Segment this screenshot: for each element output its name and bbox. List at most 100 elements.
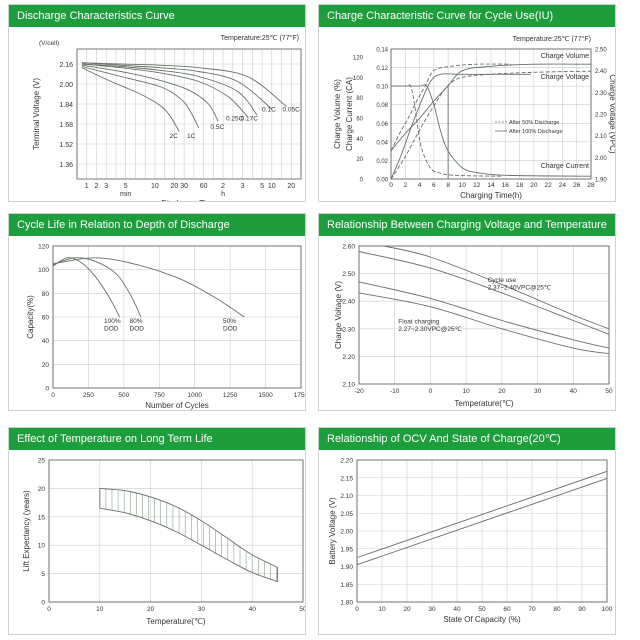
series-line [52, 257, 121, 318]
x-tick-label: 10 [151, 183, 159, 190]
band-upper [99, 487, 278, 568]
legend-entry: After 100% Discharge [509, 129, 563, 135]
y-tick-label: 2.60 [342, 244, 355, 251]
x-tick-label: 0 [389, 182, 393, 189]
voltage-tick-label: 2.20 [595, 113, 607, 119]
volume-tick-label: 40 [356, 137, 363, 143]
x-tick-label: 20 [170, 183, 178, 190]
panel-title: Relationship Between Charging Voltage an… [319, 214, 615, 236]
temp-life-chart: 0 10 20 30 40 50 0 5 10 15 20 25 Temperature(℃) Lift … [22, 458, 305, 627]
y-tick-label: 0 [41, 600, 45, 607]
y-axis-title: Capacity(%) [26, 295, 35, 339]
current-tick-label: 0.12 [376, 66, 388, 72]
series-line [358, 292, 610, 355]
volume-tick-label: 100 [353, 76, 364, 82]
x-tick-label: 16 [502, 182, 510, 189]
y-tick-label: 2.15 [340, 475, 353, 482]
y-tick-label: 120 [38, 244, 49, 251]
cycle-panel: Cycle Life in Relation to Depth of Disch… [8, 213, 306, 411]
x-tick-label: 8 [446, 182, 450, 189]
x-axis-title: Charging Time(h) [460, 191, 522, 200]
current-tick-label: 0.14 [376, 48, 388, 54]
discharge-panel: Discharge Characteristics Curve 1.36 1.52… [8, 4, 306, 202]
x-tick-label: 10 [268, 183, 276, 190]
x-tick-label: 30 [534, 388, 542, 395]
x-tick-label: 60 [200, 183, 208, 190]
curve-label: 0.05C [282, 107, 300, 114]
series-line [81, 67, 180, 132]
y-tick-label: 5 [41, 571, 45, 578]
plot-frame [356, 459, 608, 603]
y-tick-label: 2.20 [342, 354, 355, 361]
curve-label: Charge Current [541, 163, 589, 170]
x-tick-label: -10 [390, 388, 400, 395]
x-tick-label: 0 [355, 606, 359, 613]
y-tick-label: 2.00 [59, 82, 73, 89]
panel-title: Discharge Characteristics Curve [9, 5, 305, 27]
series-line [81, 63, 258, 116]
series-line [356, 470, 608, 559]
x-tick-label: 12 [473, 182, 481, 189]
y-tick-label: 1.68 [59, 122, 73, 129]
y-tick-label: 1.36 [59, 162, 73, 169]
series-line [390, 84, 592, 177]
series-line [52, 257, 245, 318]
curve-label: Charge Voltage [541, 74, 589, 81]
panel-title: Charge Characteristic Curve for Cycle Us… [319, 5, 615, 27]
y-tick-label: 15 [38, 514, 46, 521]
x-tick-label: 30 [180, 183, 188, 190]
y-tick-label: 1.52 [59, 142, 73, 149]
x-tick-label: 6 [432, 182, 436, 189]
y-tick-label: 2.00 [340, 529, 353, 536]
curve-label: 2C [170, 133, 179, 140]
y-axis-title: Battery Voltage (V) [328, 497, 337, 564]
y-axis-title: Charge Voltage (V) [334, 281, 343, 349]
series-line [52, 257, 142, 318]
x-tick-label: 750 [154, 392, 165, 399]
x-group-label: min [120, 191, 131, 198]
curve-label: 0.5C [210, 124, 224, 131]
x-tick-label: 1000 [187, 392, 202, 399]
x-tick-label: 3 [241, 183, 245, 190]
x-group-label: h [221, 191, 225, 198]
curve-label: 0.1C [262, 107, 276, 114]
x-tick-label: 2 [95, 183, 99, 190]
x-axis-title: Discharge Time [161, 199, 217, 201]
x-tick-label: 1250 [223, 392, 238, 399]
x-tick-label: 20 [498, 388, 506, 395]
y-tick-label: 0 [45, 386, 49, 393]
series-line [81, 66, 200, 129]
y-tick-label: 80 [42, 291, 50, 298]
x-tick-label: 3 [104, 183, 108, 190]
series-line [390, 73, 531, 180]
charge-panel: Charge Characteristic Curve for Cycle Us… [318, 4, 616, 202]
x-tick-label: 28 [587, 182, 595, 189]
x-tick-label: 500 [118, 392, 129, 399]
y-tick-label: 1.90 [340, 564, 353, 571]
y-tick-label: 2.30 [342, 326, 355, 333]
y-tick-label: 2.50 [342, 271, 355, 278]
annotation: Cycle use 2.37~2.40VPC@25℃ [488, 277, 552, 292]
curve-label: 0.25C [226, 115, 244, 122]
x-tick-label: 2 [221, 183, 225, 190]
volume-tick-label: 120 [353, 56, 364, 62]
series-line [356, 478, 608, 566]
x-tick-label: 10 [378, 606, 386, 613]
x-tick-label: 1 [85, 183, 89, 190]
voltage-tick-label: 2.40 [595, 69, 607, 75]
temp-life-panel: Effect of Temperature on Long Term Life … [8, 427, 306, 635]
series-line [390, 63, 512, 151]
curve-label: 1C [187, 133, 196, 140]
x-axis-title: Temperature(℃) [454, 399, 514, 408]
panel-title: Cycle Life in Relation to Depth of Disch… [9, 214, 305, 236]
plot-frame [48, 459, 304, 603]
x-tick-label: 40 [249, 606, 257, 613]
current-tick-label: 0.08 [376, 103, 388, 109]
x-tick-label: 20 [403, 606, 411, 613]
x-tick-label: 0 [51, 392, 55, 399]
voltage-tick-label: 2.50 [595, 48, 607, 54]
panel-title: Relationship of OCV And State of Charge(… [319, 428, 615, 450]
voltage-temp-chart: -20 -10 0 10 20 30 40 50 2.10 2.20 2.30 2.40 2.50 2.6… [334, 244, 613, 409]
